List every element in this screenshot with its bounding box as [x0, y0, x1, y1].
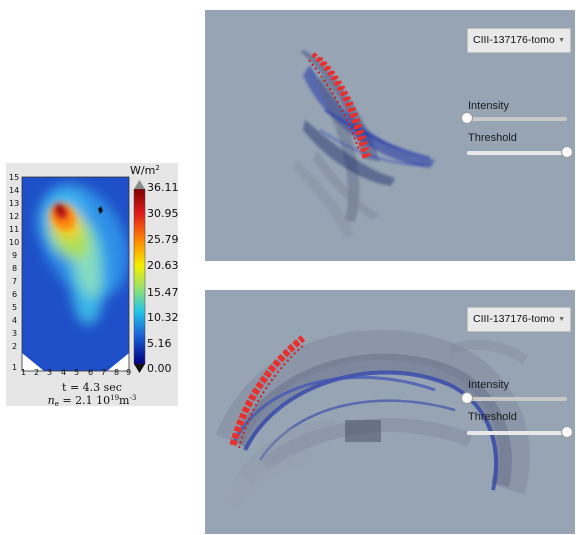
- intensity-slider[interactable]: [461, 112, 567, 124]
- y-tick: 4: [12, 316, 17, 325]
- y-tick: 13: [9, 199, 19, 208]
- dataset-select[interactable]: CIII-137176-tomo ▼: [467, 28, 571, 53]
- threshold-slider-fill: [467, 431, 567, 435]
- y-tick: 7: [12, 277, 17, 286]
- volume-viewer-top[interactable]: CIII-137176-tomo ▼ Intensity Threshold: [205, 10, 575, 261]
- dataset-select[interactable]: CIII-137176-tomo ▼: [467, 307, 571, 332]
- threshold-slider[interactable]: [467, 146, 573, 158]
- volume-render-canvas[interactable]: [205, 10, 575, 261]
- density-unit: m: [119, 394, 130, 407]
- y-tick: 3: [12, 329, 17, 338]
- x-tick: 3: [47, 368, 52, 377]
- intensity-label: Intensity: [468, 100, 509, 112]
- colorbar-tick: 15.47: [147, 286, 178, 299]
- y-tick: 15: [9, 173, 19, 182]
- emission-heatmap: [22, 177, 129, 371]
- y-tick: 14: [9, 186, 19, 195]
- dataset-select-value: CIII-137176-tomo: [473, 313, 555, 325]
- chevron-down-icon: ▼: [558, 37, 565, 44]
- x-tick: 2: [34, 368, 39, 377]
- colorbar-units: W/m2: [130, 164, 160, 177]
- emission-filament: [308, 52, 371, 159]
- x-tick: 5: [74, 368, 79, 377]
- y-tick: 5: [12, 303, 17, 312]
- chevron-down-icon: ▼: [558, 316, 565, 323]
- y-tick: 11: [9, 225, 19, 234]
- tomography-plot: 15 14 13 12 11 10 9 8 7 6 5 4 3 2 1 1 2 …: [9, 173, 178, 377]
- emission-filament: [229, 335, 306, 449]
- colorbar-tick: 0.00: [147, 362, 172, 375]
- threshold-slider[interactable]: [467, 426, 573, 438]
- x-tick: 6: [88, 368, 93, 377]
- x-axis-ticks: 1 2 3 4 5 6 7 8 9: [21, 368, 131, 377]
- y-tick: 6: [12, 290, 17, 299]
- slider-thumb-icon[interactable]: [461, 392, 473, 404]
- y-axis-ticks: 15 14 13 12 11 10 9 8 7 6 5 4 3 2 1: [9, 173, 19, 372]
- y-tick: 2: [12, 342, 17, 351]
- density-exponent: 19: [110, 394, 120, 402]
- colorbar-tick: 5.16: [147, 337, 172, 350]
- y-tick: 8: [12, 264, 17, 273]
- x-tick: 4: [61, 368, 66, 377]
- slider-thumb-icon[interactable]: [561, 426, 573, 438]
- colorbar-tick: 10.32: [147, 311, 178, 324]
- colorbar-tick: 25.79: [147, 233, 178, 246]
- threshold-label: Threshold: [468, 411, 517, 423]
- y-tick: 12: [9, 212, 19, 221]
- tomography-panel: 15 14 13 12 11 10 9 8 7 6 5 4 3 2 1 1 2 …: [6, 163, 178, 408]
- time-caption: t = 4.3 sec: [62, 381, 122, 394]
- volume-viewer-bottom[interactable]: CIII-137176-tomo ▼ Intensity Threshold: [205, 290, 575, 534]
- threshold-slider-fill: [467, 151, 567, 155]
- y-tick: 10: [9, 238, 19, 247]
- units-base: W/m: [130, 164, 156, 177]
- slider-thumb-icon[interactable]: [561, 146, 573, 158]
- slider-thumb-icon[interactable]: [461, 112, 473, 124]
- x-tick: 7: [101, 368, 106, 377]
- density-value: = 2.1 10: [58, 394, 111, 407]
- colorbar: 36.11 30.95 25.79 20.63 15.47 10.32 5.16…: [133, 180, 178, 375]
- density-unit-exponent: -3: [129, 394, 137, 402]
- dataset-select-value: CIII-137176-tomo: [473, 34, 555, 46]
- intensity-slider[interactable]: [461, 392, 567, 404]
- intensity-label: Intensity: [468, 379, 509, 391]
- units-exponent: 2: [155, 164, 160, 172]
- x-tick: 9: [126, 368, 131, 377]
- y-tick: 1: [12, 363, 17, 372]
- colorbar-tick: 30.95: [147, 207, 178, 220]
- colorbar-tick: 20.63: [147, 259, 178, 272]
- density-caption: ne = 2.1 1019m-3: [6, 394, 178, 408]
- density-subscript: e: [54, 400, 59, 408]
- x-tick: 1: [21, 368, 26, 377]
- colorbar-tick: 36.11: [147, 181, 178, 194]
- density-symbol: n: [47, 394, 55, 407]
- y-tick: 9: [12, 251, 17, 260]
- threshold-label: Threshold: [468, 132, 517, 144]
- x-tick: 8: [114, 368, 119, 377]
